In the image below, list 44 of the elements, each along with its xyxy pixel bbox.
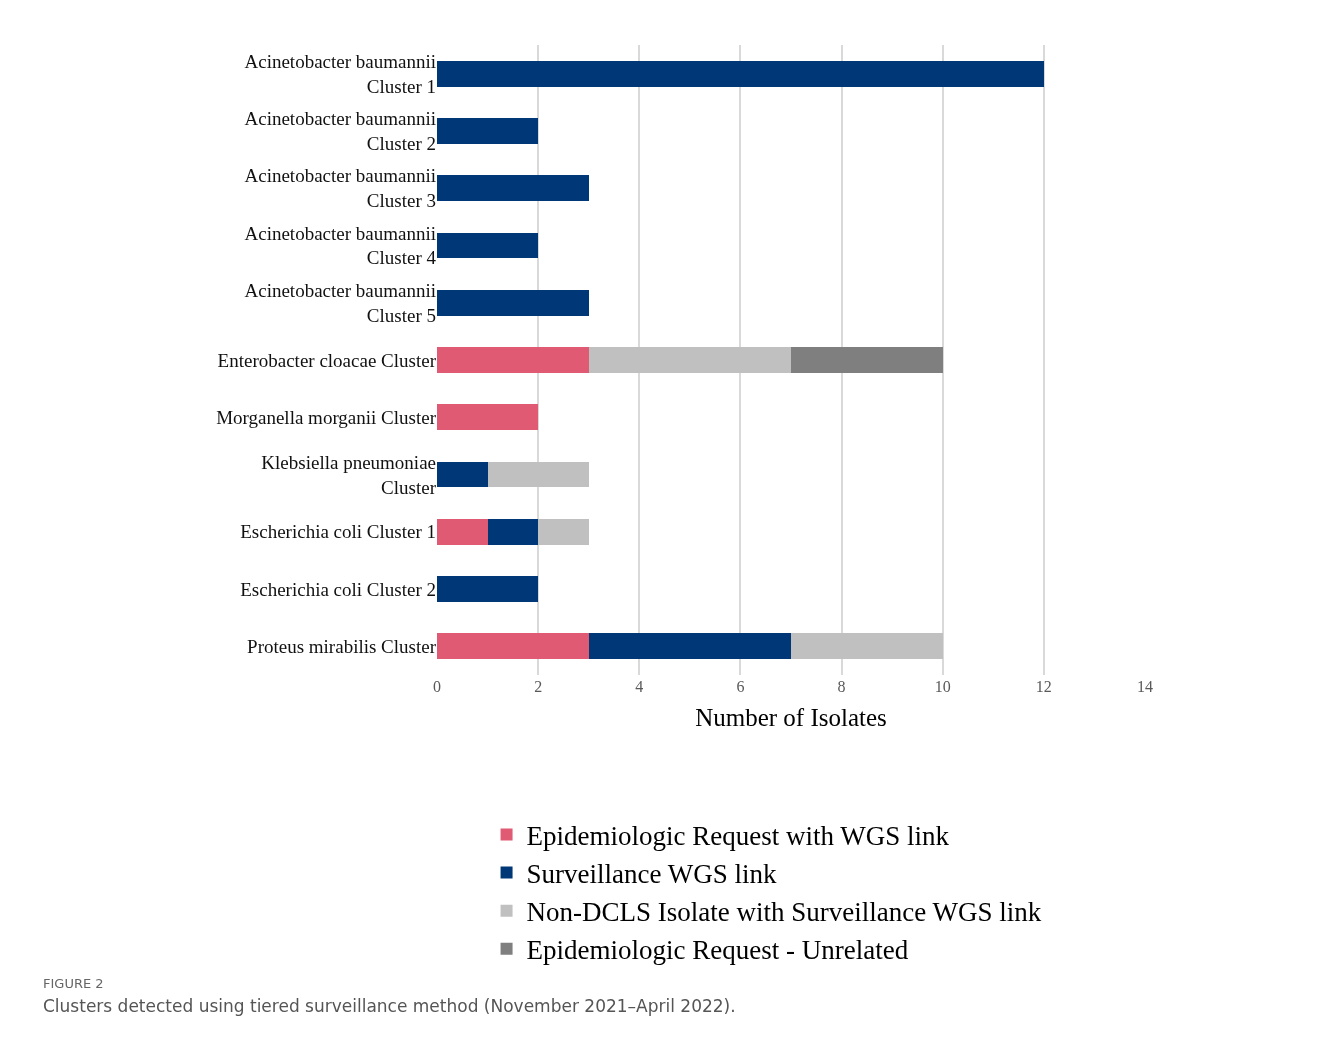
x-tick-label: 14 (1137, 678, 1153, 695)
y-tick-label: Acinetobacter baumannii Cluster 5 (244, 280, 436, 326)
bar (791, 633, 943, 660)
bar (437, 404, 539, 431)
x-tick-label: 4 (635, 678, 644, 695)
x-tick-label: 12 (1035, 678, 1052, 695)
bar (588, 633, 791, 660)
bar (437, 347, 589, 373)
x-tick-label: 0 (433, 678, 441, 695)
bar (437, 576, 539, 602)
x-axis-title: Number of Isolates (695, 704, 887, 731)
x-tick-label: 2 (534, 678, 543, 695)
x-tick-label: 10 (934, 678, 951, 695)
text: Clusters detected using tiered surveillance method (November 2021–April 2022). (43, 996, 736, 1016)
legend-label: Epidemiologic Request with WGS link (526, 821, 950, 852)
legend-label: Epidemiologic Request - Unrelated (526, 935, 909, 966)
bar (437, 175, 589, 202)
y-tick-label: Klebsiella pneumoniae Cluster (261, 451, 437, 498)
bar (437, 633, 589, 660)
bar (538, 518, 589, 545)
caption: FIGURE 2 (43, 976, 104, 991)
y-tick-label: Escherichia coli Cluster 1 (240, 521, 436, 543)
x-tick-label: 6 (736, 678, 745, 695)
bar (791, 347, 943, 373)
bar (437, 118, 539, 144)
bar (437, 60, 1044, 87)
y-tick-label: Acinetobacter baumannii Cluster 4 (244, 222, 437, 269)
bar (588, 347, 791, 373)
bar (437, 518, 488, 545)
y-tick-label: Enterobacter cloacae Cluster (217, 349, 437, 371)
legend-label: Surveillance WGS link (526, 859, 778, 890)
y-tick-label: Acinetobacter baumannii Cluster 2 (244, 108, 436, 154)
bar (487, 518, 539, 545)
bar (437, 461, 488, 488)
bar (487, 461, 589, 488)
legend-label: Non-DCLS Isolate with Surveillance WGS link (526, 897, 1042, 928)
x-tick-label: 8 (837, 678, 846, 695)
y-tick-label: Proteus mirabilis Cluster (247, 636, 437, 658)
y-tick-label: Acinetobacter baumannii Cluster 1 (244, 50, 436, 97)
bar (437, 232, 539, 259)
bar (437, 289, 589, 316)
y-tick-label: Morganella morganii Cluster (216, 406, 437, 428)
y-tick-label: Escherichia coli Cluster 2 (240, 578, 436, 600)
y-tick-label: Acinetobacter baumannii Cluster 3 (244, 165, 436, 212)
